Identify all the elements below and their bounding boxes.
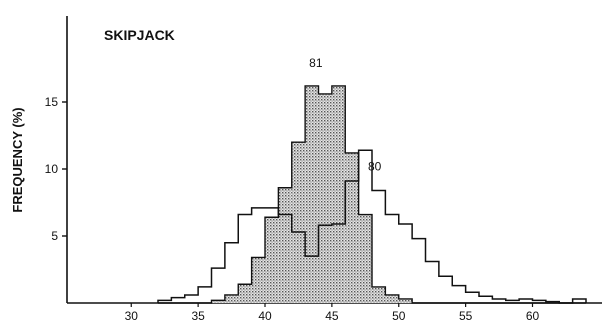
- x-tick-label: 35: [191, 309, 205, 323]
- bar-81: [278, 187, 292, 303]
- bar-81: [305, 85, 319, 303]
- bar-81: [372, 286, 386, 303]
- series-line-80: [157, 149, 587, 304]
- chart-title: SKIPJACK: [104, 27, 175, 43]
- series-label-80: 80: [368, 159, 382, 173]
- x-tick-label: 55: [459, 309, 473, 323]
- y-tick-label: 5: [51, 229, 58, 243]
- series-layer: 80 81: [157, 56, 587, 304]
- y-tick-label: 10: [45, 162, 59, 176]
- plot-area: 5 10 15 30 35 40 45 50 55 60 80 81: [45, 16, 602, 323]
- x-tick-label: 40: [258, 309, 272, 323]
- bar-81: [358, 214, 372, 303]
- bar-81: [318, 93, 332, 304]
- series-outline-81: [158, 85, 586, 304]
- bar-81: [398, 298, 413, 303]
- series-81: [158, 85, 586, 304]
- bar-81: [345, 152, 359, 303]
- x-tick-label: 50: [392, 309, 406, 323]
- x-tick-label: 30: [125, 309, 139, 323]
- y-tick-label: 15: [45, 95, 59, 109]
- series-label-81: 81: [309, 56, 323, 70]
- bar-81: [211, 300, 225, 303]
- bar-81: [331, 85, 346, 303]
- bar-81: [291, 142, 306, 303]
- x-axis-ticks: 30 35 40 45 50 55 60: [125, 303, 540, 323]
- y-axis-ticks: 5 10 15: [45, 95, 67, 243]
- x-tick-label: 60: [526, 309, 540, 323]
- bar-81: [385, 294, 399, 303]
- bar-81: [265, 217, 279, 303]
- bar-81: [251, 257, 265, 303]
- bar-81: [238, 284, 252, 303]
- y-axis-label: FREQUENCY (%): [10, 107, 25, 212]
- x-tick-label: 45: [325, 309, 339, 323]
- bar-81: [224, 294, 239, 303]
